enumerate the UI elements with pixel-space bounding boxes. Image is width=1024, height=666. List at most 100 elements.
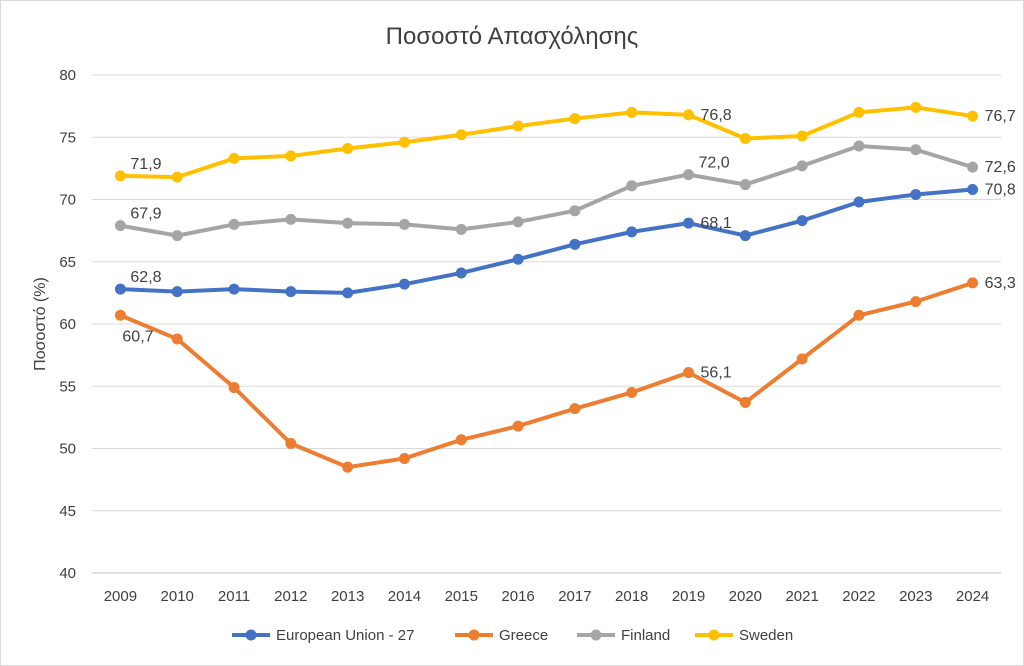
data-point-european-union-27	[228, 283, 240, 295]
data-point-sweden	[228, 152, 240, 164]
data-point-greece	[626, 386, 638, 398]
data-point-greece	[967, 277, 979, 289]
data-point-european-union-27	[512, 253, 524, 265]
data-labels: 62,8 68,1 70,8 60,7 56,1 63,3 67,9 72,0 72,6 71,9…	[122, 107, 1015, 382]
data-point-finland	[910, 144, 922, 156]
data-point-finland	[342, 217, 354, 229]
data-point-european-union-27	[171, 286, 183, 298]
data-point-sweden	[171, 171, 183, 183]
y-tick-label: 60	[59, 316, 76, 333]
y-tick-label: 75	[59, 129, 76, 146]
legend-label: European Union - 27	[276, 627, 414, 644]
data-point-european-union-27	[739, 230, 751, 242]
data-point-european-union-27	[114, 283, 126, 295]
data-point-european-union-27	[398, 278, 410, 290]
data-point-sweden	[569, 113, 581, 125]
x-tick-label: 2020	[729, 588, 762, 605]
data-point-sweden	[967, 110, 979, 122]
data-point-european-union-27	[569, 238, 581, 250]
data-point-finland	[285, 213, 297, 225]
data-point-european-union-27	[285, 286, 297, 298]
data-point-greece	[739, 396, 751, 408]
data-point-european-union-27	[910, 189, 922, 201]
series-line-greece	[118, 280, 975, 470]
data-point-sweden	[342, 142, 354, 154]
data-point-european-union-27	[796, 215, 808, 227]
x-tick-label: 2010	[161, 588, 194, 605]
data-label: 72,6	[985, 159, 1016, 176]
data-point-european-union-27	[342, 287, 354, 299]
x-tick-label: 2021	[785, 588, 818, 605]
y-tick-label: 40	[59, 565, 76, 582]
data-point-sweden	[910, 101, 922, 113]
data-point-greece	[796, 353, 808, 365]
data-point-finland	[114, 220, 126, 232]
data-point-sweden	[626, 106, 638, 118]
y-axis-ticks: 40 45 50 55 60 65 70 75 80	[59, 67, 76, 582]
data-point-finland	[796, 160, 808, 172]
data-point-greece	[114, 309, 126, 321]
data-point-finland	[455, 223, 467, 235]
data-point-finland	[853, 140, 865, 152]
x-tick-label: 2018	[615, 588, 648, 605]
data-point-sweden	[285, 150, 297, 162]
y-tick-label: 50	[59, 441, 76, 458]
data-point-sweden	[796, 130, 808, 142]
legend-label: Finland	[621, 627, 670, 644]
legend-swatch-marker	[708, 629, 720, 641]
data-label: 76,7	[985, 108, 1016, 125]
legend-swatch-marker	[590, 629, 602, 641]
y-axis-label: Ποσοστό (%)	[32, 277, 49, 371]
data-point-european-union-27	[853, 196, 865, 208]
chart-title: Ποσοστό Απασχόλησης	[386, 23, 639, 50]
data-point-greece	[342, 461, 354, 473]
x-tick-label: 2019	[672, 588, 705, 605]
data-label: 60,7	[122, 328, 153, 345]
data-point-sweden	[739, 132, 751, 144]
x-tick-label: 2022	[842, 588, 875, 605]
data-label: 68,1	[701, 215, 732, 232]
data-point-greece	[285, 438, 297, 450]
data-point-sweden	[455, 129, 467, 141]
data-point-sweden	[512, 120, 524, 132]
legend-swatch-marker	[468, 629, 480, 641]
x-tick-label: 2011	[218, 588, 250, 605]
y-tick-label: 55	[59, 378, 76, 395]
data-point-european-union-27	[683, 217, 695, 229]
data-point-greece	[171, 333, 183, 345]
data-label: 72,0	[699, 155, 730, 172]
data-point-greece	[569, 403, 581, 415]
data-point-european-union-27	[626, 226, 638, 238]
data-point-finland	[967, 161, 979, 173]
x-tick-label: 2012	[274, 588, 307, 605]
y-tick-label: 70	[59, 192, 76, 209]
x-tick-label: 2009	[104, 588, 137, 605]
data-point-finland	[171, 230, 183, 242]
data-point-finland	[683, 169, 695, 181]
data-point-greece	[398, 452, 410, 464]
data-point-sweden	[683, 109, 695, 121]
series-line-european-union-27	[118, 187, 975, 295]
data-label: 63,3	[985, 275, 1016, 292]
data-label: 56,1	[701, 365, 732, 382]
data-label: 67,9	[130, 206, 161, 223]
x-tick-label: 2015	[445, 588, 478, 605]
data-label: 71,9	[130, 156, 161, 173]
y-tick-label: 65	[59, 254, 76, 271]
series-line-finland	[118, 143, 975, 238]
series-line-sweden	[118, 105, 975, 180]
x-tick-label: 2016	[501, 588, 534, 605]
data-point-greece	[683, 367, 695, 379]
data-point-finland	[626, 180, 638, 192]
data-point-greece	[853, 309, 865, 321]
data-label: 70,8	[985, 182, 1016, 199]
x-tick-label: 2023	[899, 588, 932, 605]
data-label: 76,8	[701, 107, 732, 124]
data-point-european-union-27	[455, 267, 467, 279]
data-point-european-union-27	[967, 184, 979, 196]
data-point-sweden	[398, 136, 410, 148]
x-tick-label: 2024	[956, 588, 989, 605]
x-axis-ticks: 2009 2010 2011 2012 2013 2014 2015 2016 2017 2018…	[104, 588, 990, 605]
data-point-greece	[910, 296, 922, 308]
